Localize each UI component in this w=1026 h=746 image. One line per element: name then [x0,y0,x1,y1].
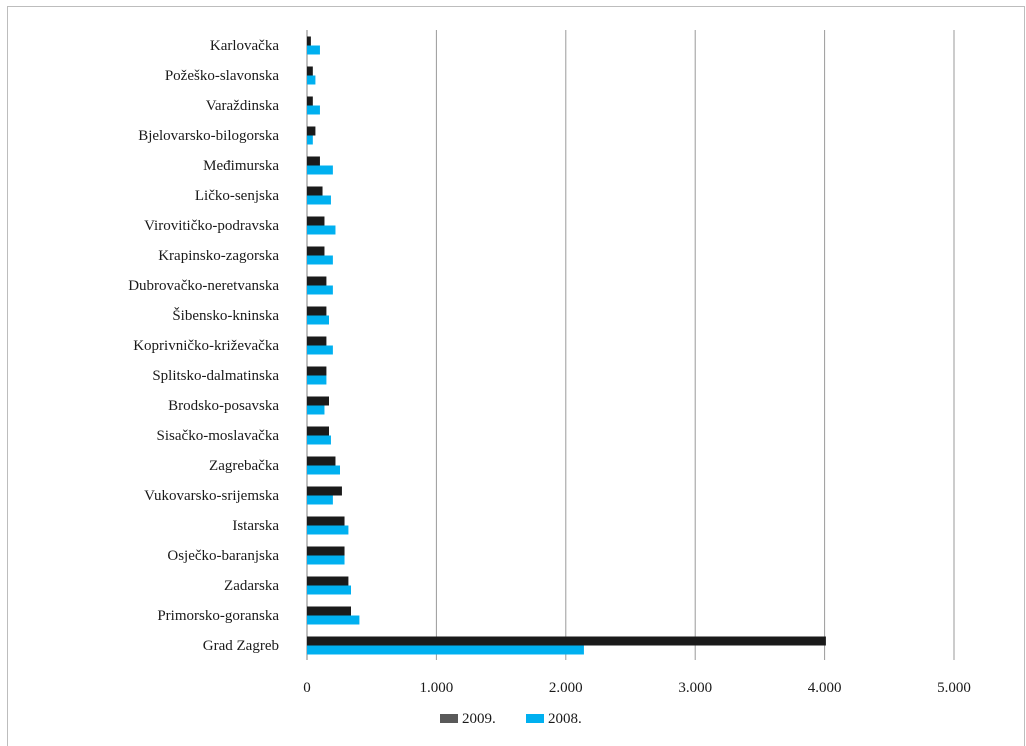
bar-series-2 [307,255,333,265]
bar-series-1 [307,246,325,256]
legend-swatch [526,714,535,723]
bar-series-1 [307,216,325,226]
category-label: Brodsko-posavska [168,398,279,414]
bar-series-2 [307,75,316,85]
bar-series-2 [307,375,327,385]
bar-series-2 [307,165,333,175]
x-tick-label: 4.000 [808,680,842,696]
bar-series-2 [307,525,349,535]
category-label: Zagrebačka [209,458,279,474]
x-tick-label: 5.000 [937,680,971,696]
bar-series-1 [307,366,327,376]
bar-series-2 [307,405,325,415]
bar-series-2 [307,45,320,55]
legend-swatch [440,714,449,723]
category-label: Ličko-senjska [195,188,279,204]
grid-layer [306,30,955,660]
category-label: Međimurska [203,158,279,174]
bar-series-2 [307,135,313,145]
bar-series-1 [307,426,329,436]
category-label: Virovitičko-podravska [144,218,279,234]
bar-series-2 [307,315,329,325]
category-label: Požeško-slavonska [165,68,279,84]
category-label: Karlovačka [210,38,279,54]
bar-series-1 [307,66,313,76]
x-tick-label: 3.000 [678,680,712,696]
bars-layer [307,36,826,655]
category-label: Koprivničko-križevačka [133,338,279,354]
chart-frame [7,6,1025,746]
bar-series-1 [307,306,327,316]
legend-label: 2008. [548,711,582,727]
bar-series-1 [307,36,311,46]
bar-series-1 [307,486,342,496]
bar-series-1 [307,396,329,406]
bar-series-1 [307,156,320,166]
bar-series-2 [307,645,584,655]
bar-series-1 [307,186,323,196]
bar-series-1 [307,336,327,346]
category-label: Osječko-baranjska [167,548,279,564]
bar-series-1 [307,636,826,646]
bar-series-2 [307,225,336,235]
bar-series-2 [307,555,345,565]
bar-series-2 [307,585,351,595]
bar-series-2 [307,105,320,115]
bar-series-2 [307,285,333,295]
bar-series-2 [307,465,340,475]
category-label: Krapinsko-zagorska [158,248,279,264]
category-label: Vukovarsko-srijemska [144,488,279,504]
bar-series-1 [307,276,327,286]
x-tick-label: 0 [303,680,311,696]
category-label: Sisačko-moslavačka [157,428,280,444]
bar-series-2 [307,435,331,445]
category-label: Grad Zagreb [203,638,279,654]
x-axis-tick-labels: 0 1.000 2.000 3.000 4.000 5.000 [303,680,971,696]
bar-series-1 [307,606,351,616]
category-label: Istarska [232,518,279,534]
bar-series-2 [307,345,333,355]
bar-series-1 [307,516,345,526]
x-tick-label: 1.000 [420,680,454,696]
bar-series-2 [307,495,333,505]
bar-series-1 [307,96,313,106]
bar-series-1 [307,576,349,586]
bar-series-1 [307,456,336,466]
bar-series-2 [307,195,331,205]
bar-series-2 [307,615,360,625]
category-label: Bjelovarsko-bilogorska [138,128,279,144]
category-label: Splitsko-dalmatinska [152,368,279,384]
category-label: Zadarska [224,578,279,594]
x-tick-label: 2.000 [549,680,583,696]
bar-series-1 [307,546,345,556]
category-label: Primorsko-goranska [157,608,279,624]
legend-swatch-fill [535,714,544,723]
legend: 2009. 2008. [440,711,582,727]
category-label: Šibensko-kninska [172,307,279,324]
legend-swatch-fill [449,714,458,723]
category-label: Dubrovačko-neretvanska [128,278,279,294]
category-label: Varaždinska [206,98,280,114]
category-labels: Karlovačka Požeško-slavonska Varaždinska Bj… [128,38,279,654]
legend-label: 2009. [462,711,496,727]
bar-series-1 [307,126,316,136]
